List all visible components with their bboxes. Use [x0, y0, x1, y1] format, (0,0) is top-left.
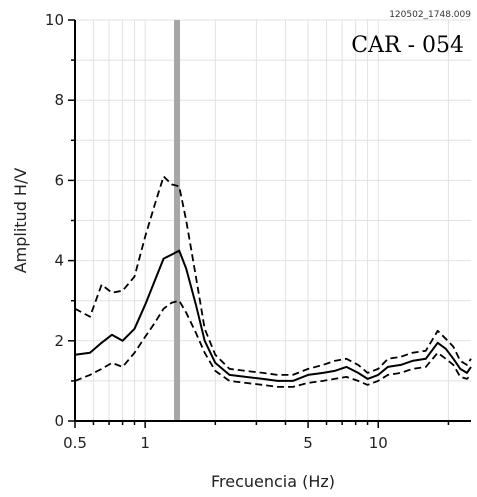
file-id-label: 120502_1748.009	[389, 10, 471, 20]
peak-band	[174, 20, 181, 421]
y-tick-label: 10	[45, 11, 64, 29]
y-tick-label: 0	[54, 412, 64, 430]
y-tick-label: 6	[54, 171, 64, 189]
hv-mean-curve	[74, 249, 472, 382]
y-tick-label: 2	[54, 332, 64, 350]
hv-std-curve-2	[74, 299, 472, 388]
peak-frequency-band	[174, 20, 181, 421]
grid	[75, 19, 471, 421]
x-tick-label: 1	[140, 434, 150, 452]
ticks: 0 2 4 6 8 10 0.5 1 5 10	[45, 11, 450, 452]
x-tick-label: 0.5	[63, 434, 87, 452]
station-label: CAR - 054	[351, 33, 464, 58]
hv-std-curve-1	[74, 175, 472, 376]
x-tick-label: 10	[369, 434, 388, 452]
series-layer	[74, 175, 472, 388]
y-axis-title: Amplitud H/V	[11, 168, 30, 274]
y-tick-label: 4	[54, 252, 64, 270]
x-tick-label: 5	[303, 434, 313, 452]
y-tick-label: 8	[54, 91, 64, 109]
x-axis-title: Frecuencia (Hz)	[211, 472, 335, 491]
